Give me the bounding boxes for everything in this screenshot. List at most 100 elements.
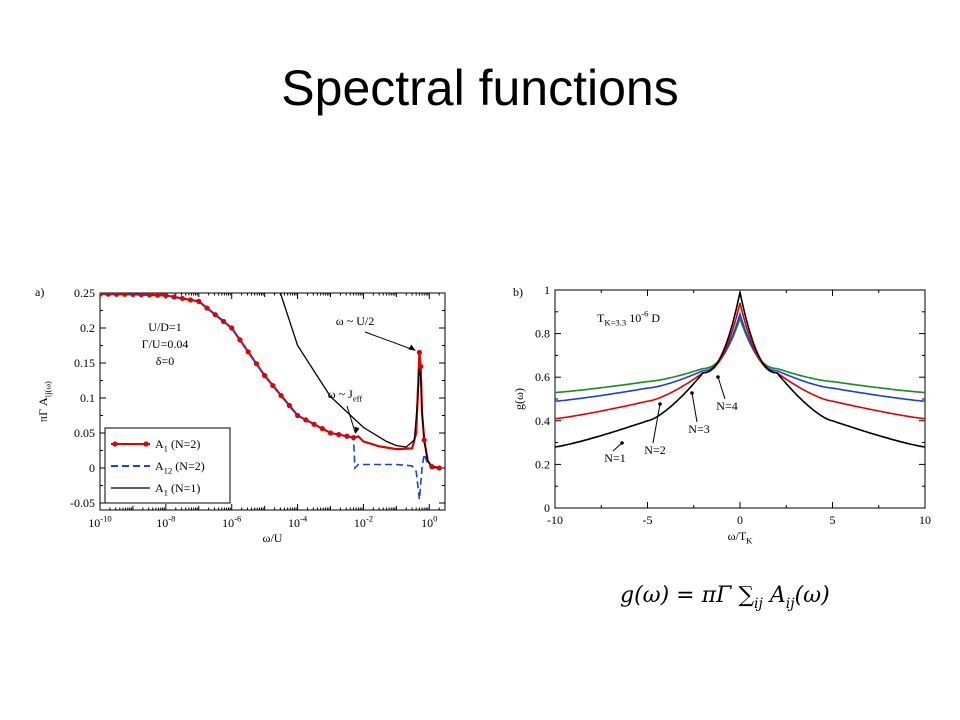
x-axis-label-a: ω/U — [263, 531, 283, 545]
data-point-a1-n2 — [294, 412, 301, 419]
label-arrowhead-b — [690, 391, 694, 395]
legend-label-a: A1​ (N=1) — [155, 481, 200, 498]
data-point-a1-n2 — [253, 361, 260, 367]
series-line-n4 — [554, 315, 926, 394]
data-point-a1-n2 — [179, 295, 185, 302]
x-tick-label-a: 10-6​ — [222, 514, 242, 530]
y-tick-label-a: 0.15 — [74, 356, 95, 370]
data-point-a1-n2 — [418, 363, 424, 370]
legend-label-a: A1​ (N=2) — [155, 437, 200, 454]
param-text-a: U/D=1 — [148, 320, 181, 334]
y-axis-label-a: πΓ Aij(ω)​ — [36, 381, 53, 422]
series-label-b: N=3 — [688, 422, 709, 436]
panel-label-b: b) — [513, 285, 523, 299]
x-tick-label-a: 100​ — [421, 514, 437, 530]
data-point-a1-n2 — [163, 293, 169, 299]
data-point-a1-n2 — [429, 464, 435, 470]
data-point-a1-n2 — [113, 293, 120, 297]
data-point-a1-n2 — [436, 465, 442, 471]
y-tick-label-b: 0.4 — [535, 414, 550, 428]
series-line-n3 — [554, 311, 926, 402]
label-arrowhead-b — [620, 441, 624, 445]
data-point-a1-n2 — [319, 426, 325, 432]
param-text-a: Γ/U=0.04 — [142, 337, 189, 351]
label-arrow-b — [652, 403, 661, 444]
formula-text: g(ω) = πΓ ∑ij​ Aij​(ω) — [620, 583, 830, 612]
data-point-a1-n2 — [171, 294, 177, 300]
label-arrow-b — [612, 442, 623, 452]
x-tick-label-b: -5 — [643, 513, 653, 527]
annotation-jeff: ω ~ Jeff​ — [328, 387, 363, 404]
y-tick-label-a: 0 — [89, 461, 95, 475]
y-tick-label-b: 0.8 — [535, 327, 550, 341]
data-point-a1-n2 — [416, 349, 422, 356]
x-tick-label-b: 0 — [737, 513, 743, 527]
x-tick-label-a: 10-2​ — [354, 514, 373, 530]
y-tick-label-b: 0 — [544, 501, 550, 515]
data-point-a1-n2 — [245, 349, 251, 355]
data-point-a1-n2 — [146, 293, 152, 298]
data-point-a1-n2 — [122, 293, 128, 297]
data-point-a1-n2 — [204, 305, 210, 311]
series-label-b: N=2 — [644, 443, 665, 457]
data-point-a1-n2 — [286, 402, 292, 409]
annotation-arrowhead — [408, 344, 416, 351]
x-axis-label-b: ω/TK​ — [728, 529, 754, 546]
data-point-a1-n2 — [196, 298, 202, 304]
series-line-n2 — [554, 302, 926, 420]
label-arrowhead-b — [716, 375, 720, 379]
label-arrow-b — [717, 376, 726, 400]
param-text-a: δ=0 — [156, 354, 174, 368]
y-tick-label-b: 0.2 — [535, 457, 550, 471]
annotation-u-half: ω ~ U/2 — [336, 314, 374, 328]
annotation-arrow — [364, 331, 416, 351]
data-point-a1-n2 — [187, 297, 194, 303]
data-point-a1-n2 — [327, 430, 334, 436]
data-point-a1-n2 — [270, 382, 276, 389]
y-tick-label-a: 0.1 — [80, 391, 95, 405]
series-label-b: N=1 — [604, 451, 625, 465]
series-group-a — [100, 293, 442, 500]
data-point-a1-n2 — [278, 392, 284, 399]
data-point-a1-n2 — [100, 293, 103, 297]
x-tick-label-a: 10-8​ — [156, 514, 175, 530]
data-point-a1-n2 — [344, 433, 350, 439]
x-tick-label-a: 10-4​ — [288, 514, 308, 530]
data-point-a1-n2 — [350, 434, 357, 441]
data-point-a1-n2 — [229, 325, 235, 331]
x-tick-label-b: -10 — [547, 513, 563, 527]
y-tick-label-a: 0.25 — [74, 286, 95, 300]
panel-label-a: a) — [35, 285, 44, 299]
data-point-a1-n2 — [212, 312, 218, 318]
annotation-arrowhead — [354, 426, 360, 434]
y-tick-label-a: 0.05 — [74, 426, 95, 440]
data-point-a1-n2 — [303, 417, 309, 423]
slide-title: Spectral functions — [281, 60, 679, 116]
legend-marker-a — [112, 441, 118, 447]
y-tick-label-a: 0.2 — [80, 321, 95, 335]
series-label-b: N=4 — [716, 399, 737, 413]
data-point-a1-n2 — [237, 337, 243, 343]
y-tick-label-a: -0.05 — [70, 496, 95, 510]
x-tick-label-b: 10 — [919, 513, 931, 527]
x-tick-label-a: 10-10​ — [88, 514, 112, 530]
y-axis-label-b: g(ω) — [512, 388, 526, 410]
chart-b: b) -10 -5 0 5 10 0 0.2 0.4 0.6 0.8 1 ω/TK​ g(ω) TK=3.3… — [512, 283, 931, 546]
label-arrow-b — [691, 392, 698, 423]
series-line-a12-n2 — [100, 293, 440, 500]
chart-a: a) 10-10​ 10-8​ 10-6​ 10-4​ 10-2​ 100​ -0.05 0 0.… — [35, 285, 446, 545]
x-tick-label-b: 5 — [830, 513, 836, 527]
data-point-a1-n2 — [421, 437, 427, 443]
legend-marker-a — [143, 441, 149, 447]
data-point-a1-n2 — [105, 293, 111, 297]
legend-label-a: A12​ (N=2) — [155, 459, 205, 476]
data-point-a1-n2 — [262, 373, 268, 379]
series-line-n1 — [554, 292, 926, 448]
y-tick-label-b: 1 — [544, 283, 550, 297]
annotation-arrow — [346, 405, 356, 434]
data-point-a1-n2 — [336, 432, 342, 438]
formula: g(ω) = πΓ ∑ij​ Aij​(ω) — [620, 583, 830, 612]
label-arrowhead-b — [658, 402, 662, 406]
data-point-a1-n2 — [311, 421, 317, 427]
series-line-a1-n1 — [279, 293, 440, 469]
